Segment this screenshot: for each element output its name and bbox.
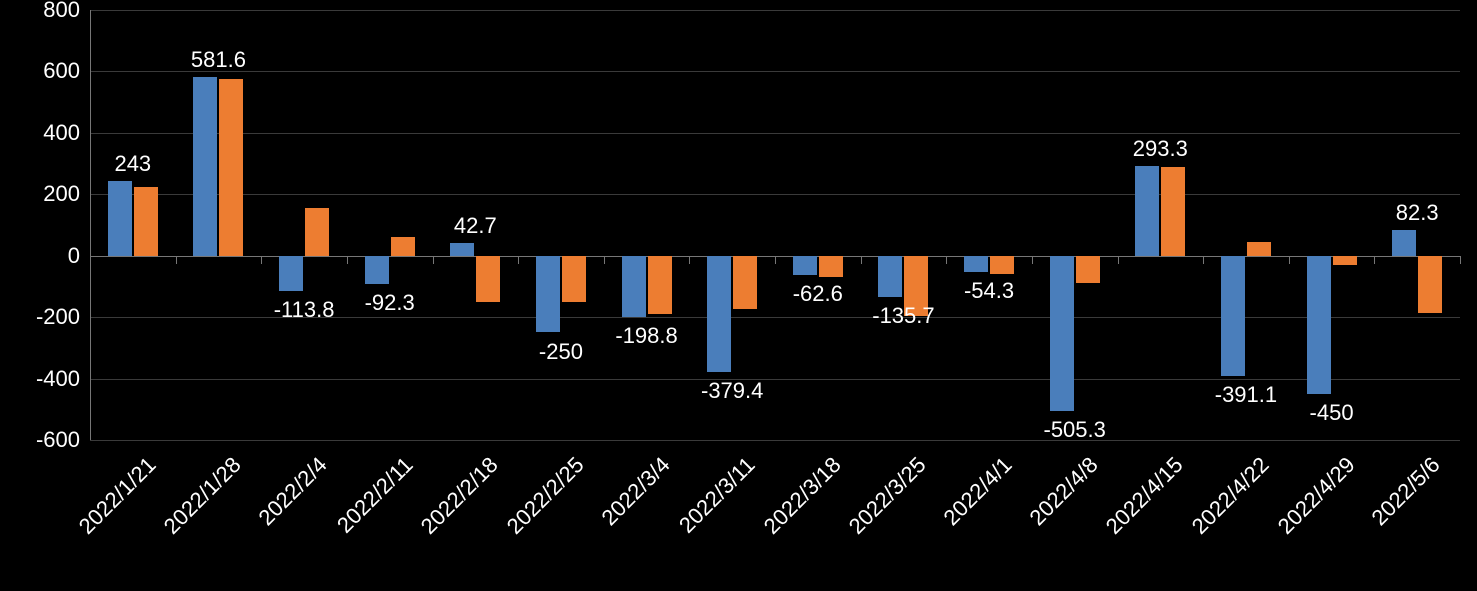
x-tick <box>775 256 776 264</box>
data-label: 293.3 <box>1133 136 1188 162</box>
y-tick-label: 600 <box>43 58 80 84</box>
x-tick <box>689 256 690 264</box>
x-tick <box>1203 256 1204 264</box>
x-tick <box>861 256 862 264</box>
data-label: 42.7 <box>454 213 497 239</box>
y-tick-label: 800 <box>43 0 80 23</box>
x-tick <box>1374 256 1375 264</box>
bar-series2 <box>1418 256 1442 313</box>
bar-series1 <box>365 256 389 284</box>
data-label: -379.4 <box>701 378 763 404</box>
bar-series1 <box>793 256 817 275</box>
data-label: -92.3 <box>365 290 415 316</box>
x-tick <box>1460 256 1461 264</box>
data-label: -135.7 <box>872 303 934 329</box>
data-label: -450 <box>1310 400 1354 426</box>
gridline <box>90 10 1460 11</box>
bar-series1 <box>1307 256 1331 394</box>
bar-series1 <box>964 256 988 273</box>
bar-series2 <box>1333 256 1357 265</box>
y-tick-label: 400 <box>43 120 80 146</box>
data-label: -62.6 <box>793 281 843 307</box>
x-tick-label: 2022/2/25 <box>486 452 589 555</box>
y-tick-label: 200 <box>43 181 80 207</box>
data-label: 581.6 <box>191 47 246 73</box>
data-label: -505.3 <box>1043 417 1105 443</box>
y-axis-line <box>90 10 91 440</box>
bar-series2 <box>819 256 843 278</box>
bar-series2 <box>391 237 415 255</box>
x-tick <box>604 256 605 264</box>
x-tick <box>433 256 434 264</box>
bar-series1 <box>279 256 303 291</box>
data-label: -250 <box>539 339 583 365</box>
bar-series1 <box>450 243 474 256</box>
bar-series1 <box>536 256 560 333</box>
bar-series1 <box>878 256 902 298</box>
bar-series2 <box>305 208 329 256</box>
gridline <box>90 379 1460 380</box>
data-label: -198.8 <box>615 323 677 349</box>
x-tick <box>1118 256 1119 264</box>
bar-series1 <box>622 256 646 317</box>
data-label: -113.8 <box>274 297 335 323</box>
bar-series2 <box>1247 242 1271 256</box>
y-tick-label: -200 <box>36 304 80 330</box>
x-tick-label: 2022/4/22 <box>1171 452 1274 555</box>
bar-series2 <box>733 256 757 310</box>
bar-series2 <box>990 256 1014 274</box>
bar-series1 <box>1221 256 1245 376</box>
x-tick <box>347 256 348 264</box>
bar-series2 <box>219 79 243 256</box>
bar-series2 <box>1076 256 1100 284</box>
bar-series2 <box>562 256 586 302</box>
y-tick-label: -600 <box>36 427 80 453</box>
y-tick-label: 0 <box>68 243 80 269</box>
y-tick-label: -400 <box>36 366 80 392</box>
bar-series1 <box>1135 166 1159 256</box>
gridline <box>90 71 1460 72</box>
bar-series1 <box>707 256 731 373</box>
bar-series1 <box>1050 256 1074 411</box>
x-tick <box>261 256 262 264</box>
x-tick <box>176 256 177 264</box>
plot-area: 243 581.6 -113.8 -92.3 42.7 -250 -198.8 -379.4 -… <box>90 10 1460 440</box>
data-label: 82.3 <box>1396 200 1439 226</box>
x-tick <box>946 256 947 264</box>
bar-series2 <box>648 256 672 314</box>
gridline <box>90 133 1460 134</box>
data-label: -391.1 <box>1215 382 1277 408</box>
bar-series1 <box>193 77 217 256</box>
bar-series2 <box>134 187 158 256</box>
bar-series2 <box>1161 167 1185 256</box>
bar-series1 <box>1392 230 1416 255</box>
data-label: -54.3 <box>964 278 1014 304</box>
x-tick-label: 2022/4/1 <box>914 452 1017 555</box>
data-label: 243 <box>114 151 151 177</box>
gridline <box>90 440 1460 441</box>
x-tick-label: 2022/2/4 <box>229 452 332 555</box>
bar-chart: 243 581.6 -113.8 -92.3 42.7 -250 -198.8 -379.4 -… <box>0 0 1477 591</box>
bar-series1 <box>108 181 132 256</box>
gridline <box>90 194 1460 195</box>
x-tick <box>1289 256 1290 264</box>
x-tick <box>518 256 519 264</box>
x-tick <box>1032 256 1033 264</box>
bar-series2 <box>476 256 500 302</box>
